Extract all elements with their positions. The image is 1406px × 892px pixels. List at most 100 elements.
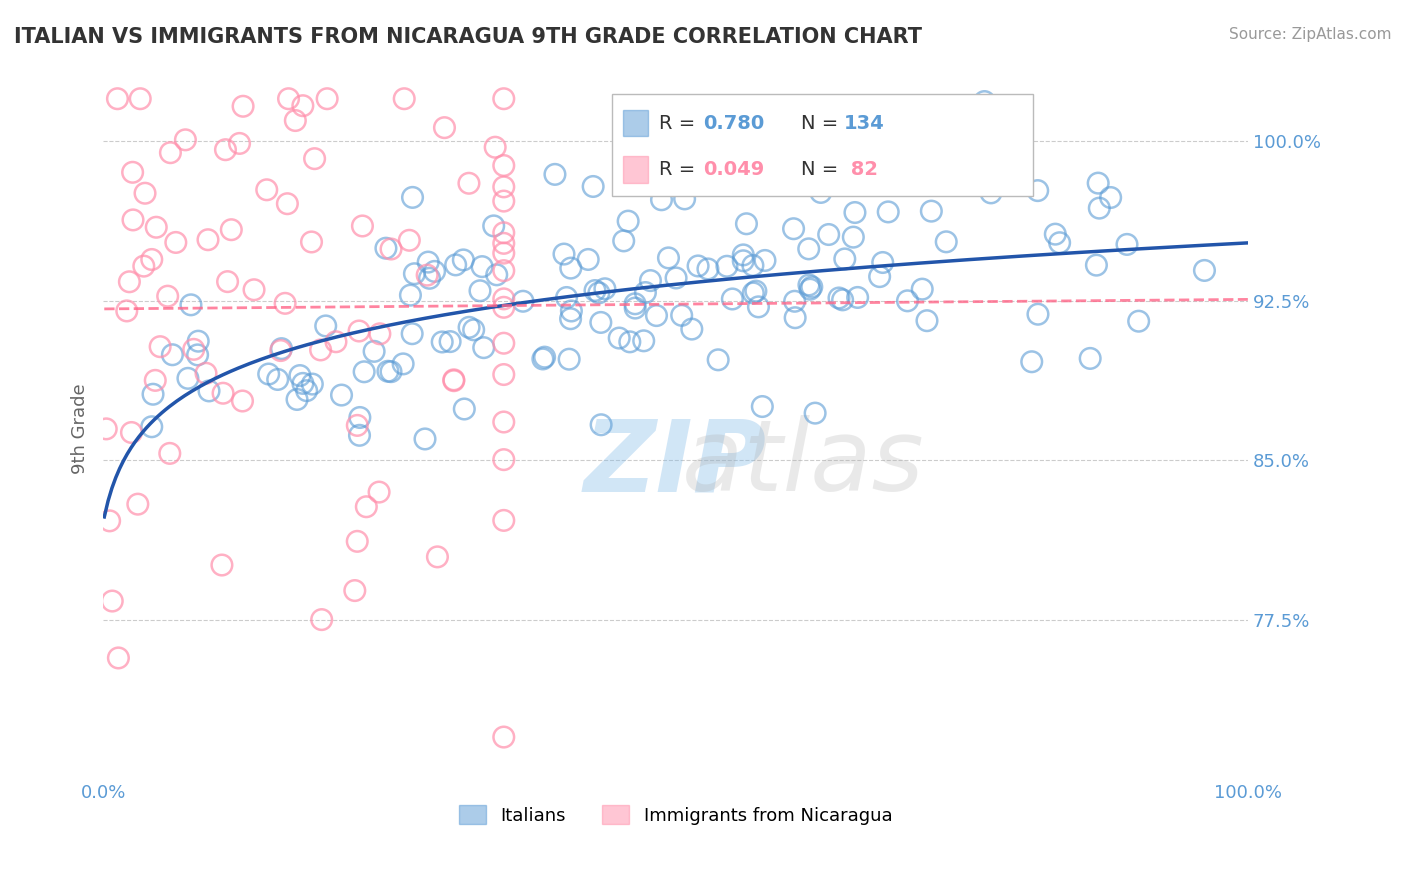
Point [1049, 235, 1071, 250]
Point [872, 255, 894, 269]
Point [107, 651, 129, 665]
Point [368, 485, 391, 500]
Point [733, 248, 755, 262]
Point [797, 277, 820, 292]
Point [349, 410, 371, 425]
Point [101, 594, 124, 608]
Point [374, 241, 396, 255]
Point [980, 186, 1002, 200]
Text: R =: R = [659, 113, 702, 133]
Point [492, 92, 515, 106]
Point [591, 417, 613, 432]
Point [270, 342, 292, 356]
Text: N =: N = [801, 113, 845, 133]
Point [688, 259, 710, 273]
Point [482, 219, 505, 233]
Point [817, 227, 839, 242]
Point [582, 179, 605, 194]
Point [607, 331, 630, 345]
Point [1128, 314, 1150, 328]
Point [143, 373, 166, 387]
Point [624, 301, 647, 315]
Point [401, 190, 423, 204]
Text: R =: R = [659, 160, 702, 179]
Point [212, 386, 235, 401]
Point [844, 205, 866, 219]
Point [799, 282, 821, 296]
Text: 134: 134 [844, 113, 884, 133]
Point [1085, 258, 1108, 272]
Point [485, 268, 508, 282]
Point [141, 419, 163, 434]
Point [288, 368, 311, 383]
Point [96, 422, 118, 436]
Point [673, 192, 696, 206]
Point [399, 288, 422, 302]
Point [742, 285, 765, 300]
Point [187, 334, 209, 348]
Point [195, 366, 218, 380]
Point [145, 220, 167, 235]
Point [492, 179, 515, 194]
Point [869, 269, 891, 284]
Point [270, 343, 292, 358]
Point [800, 280, 823, 294]
Point [276, 196, 298, 211]
Point [132, 259, 155, 273]
Point [217, 275, 239, 289]
Point [107, 92, 129, 106]
Point [1026, 184, 1049, 198]
Point [1116, 237, 1139, 252]
Point [159, 145, 181, 160]
Point [560, 304, 582, 318]
Point [316, 92, 339, 106]
Point [432, 334, 454, 349]
Point [380, 242, 402, 256]
Point [707, 352, 730, 367]
Point [707, 142, 730, 156]
Point [613, 234, 636, 248]
Point [187, 348, 209, 362]
Y-axis label: 9th Grade: 9th Grade [72, 384, 89, 474]
Point [221, 223, 243, 237]
Text: Source: ZipAtlas.com: Source: ZipAtlas.com [1229, 27, 1392, 42]
Point [645, 309, 668, 323]
Point [671, 309, 693, 323]
Point [257, 367, 280, 381]
Point [162, 348, 184, 362]
Point [553, 247, 575, 261]
Point [531, 351, 554, 366]
Point [471, 260, 494, 274]
Point [453, 402, 475, 417]
Point [356, 500, 378, 514]
Point [277, 92, 299, 106]
Point [558, 352, 581, 367]
Point [228, 136, 250, 151]
Point [180, 298, 202, 312]
Point [754, 253, 776, 268]
Point [957, 163, 980, 178]
Point [149, 340, 172, 354]
Point [243, 283, 266, 297]
Point [295, 384, 318, 398]
Point [745, 284, 768, 298]
Point [118, 275, 141, 289]
Point [304, 152, 326, 166]
Point [576, 252, 599, 267]
Point [413, 432, 436, 446]
Point [444, 258, 467, 272]
Text: 0.049: 0.049 [703, 160, 765, 179]
Point [828, 291, 851, 305]
Point [468, 284, 491, 298]
Point [284, 113, 307, 128]
Text: N =: N = [801, 160, 845, 179]
Point [156, 289, 179, 303]
Point [733, 253, 755, 268]
Point [142, 387, 165, 401]
Point [1194, 263, 1216, 277]
Point [165, 235, 187, 250]
Point [681, 322, 703, 336]
Point [810, 186, 832, 200]
Point [443, 373, 465, 387]
Point [797, 242, 820, 256]
